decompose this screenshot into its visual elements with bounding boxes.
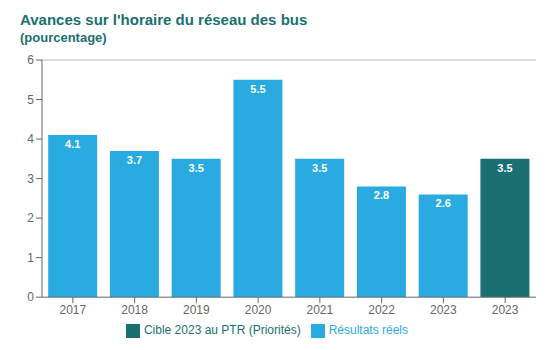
svg-text:2019: 2019 bbox=[183, 303, 210, 317]
html-text:Cible 2023 au PTR (Priorités): Cible 2023 au PTR (Priorités) bbox=[143, 323, 301, 338]
svg-text:2: 2 bbox=[27, 211, 34, 225]
svg-text:2.6: 2.6 bbox=[436, 197, 451, 209]
html-text:Avances sur l'horaire du résea: Avances sur l'horaire du réseau des bus bbox=[20, 11, 308, 28]
svg-text:6: 6 bbox=[27, 53, 34, 67]
svg-text:3.5: 3.5 bbox=[189, 162, 204, 174]
html-text:Résultats réels: Résultats réels bbox=[328, 323, 408, 338]
svg-text:1: 1 bbox=[27, 251, 34, 265]
svg-text:2022: 2022 bbox=[368, 303, 395, 317]
svg-text:3.5: 3.5 bbox=[497, 162, 512, 174]
svg-text:2023: 2023 bbox=[430, 303, 457, 317]
svg-text:4.1: 4.1 bbox=[65, 138, 80, 150]
svg-text:3.5: 3.5 bbox=[312, 162, 327, 174]
svg-text:5.5: 5.5 bbox=[250, 83, 265, 95]
svg-text:0: 0 bbox=[27, 290, 34, 304]
svg-text:2018: 2018 bbox=[121, 303, 148, 317]
svg-text:5: 5 bbox=[27, 93, 34, 107]
svg-text:3.7: 3.7 bbox=[127, 154, 142, 166]
svg-text:2023: 2023 bbox=[492, 303, 519, 317]
svg-text:3: 3 bbox=[27, 172, 34, 186]
svg-text:2017: 2017 bbox=[60, 303, 87, 317]
html-text:(pourcentage): (pourcentage) bbox=[20, 30, 107, 45]
svg-text:4: 4 bbox=[27, 132, 34, 146]
svg-text:2020: 2020 bbox=[245, 303, 272, 317]
svg-text:2.8: 2.8 bbox=[374, 189, 389, 201]
svg-text:2021: 2021 bbox=[307, 303, 334, 317]
